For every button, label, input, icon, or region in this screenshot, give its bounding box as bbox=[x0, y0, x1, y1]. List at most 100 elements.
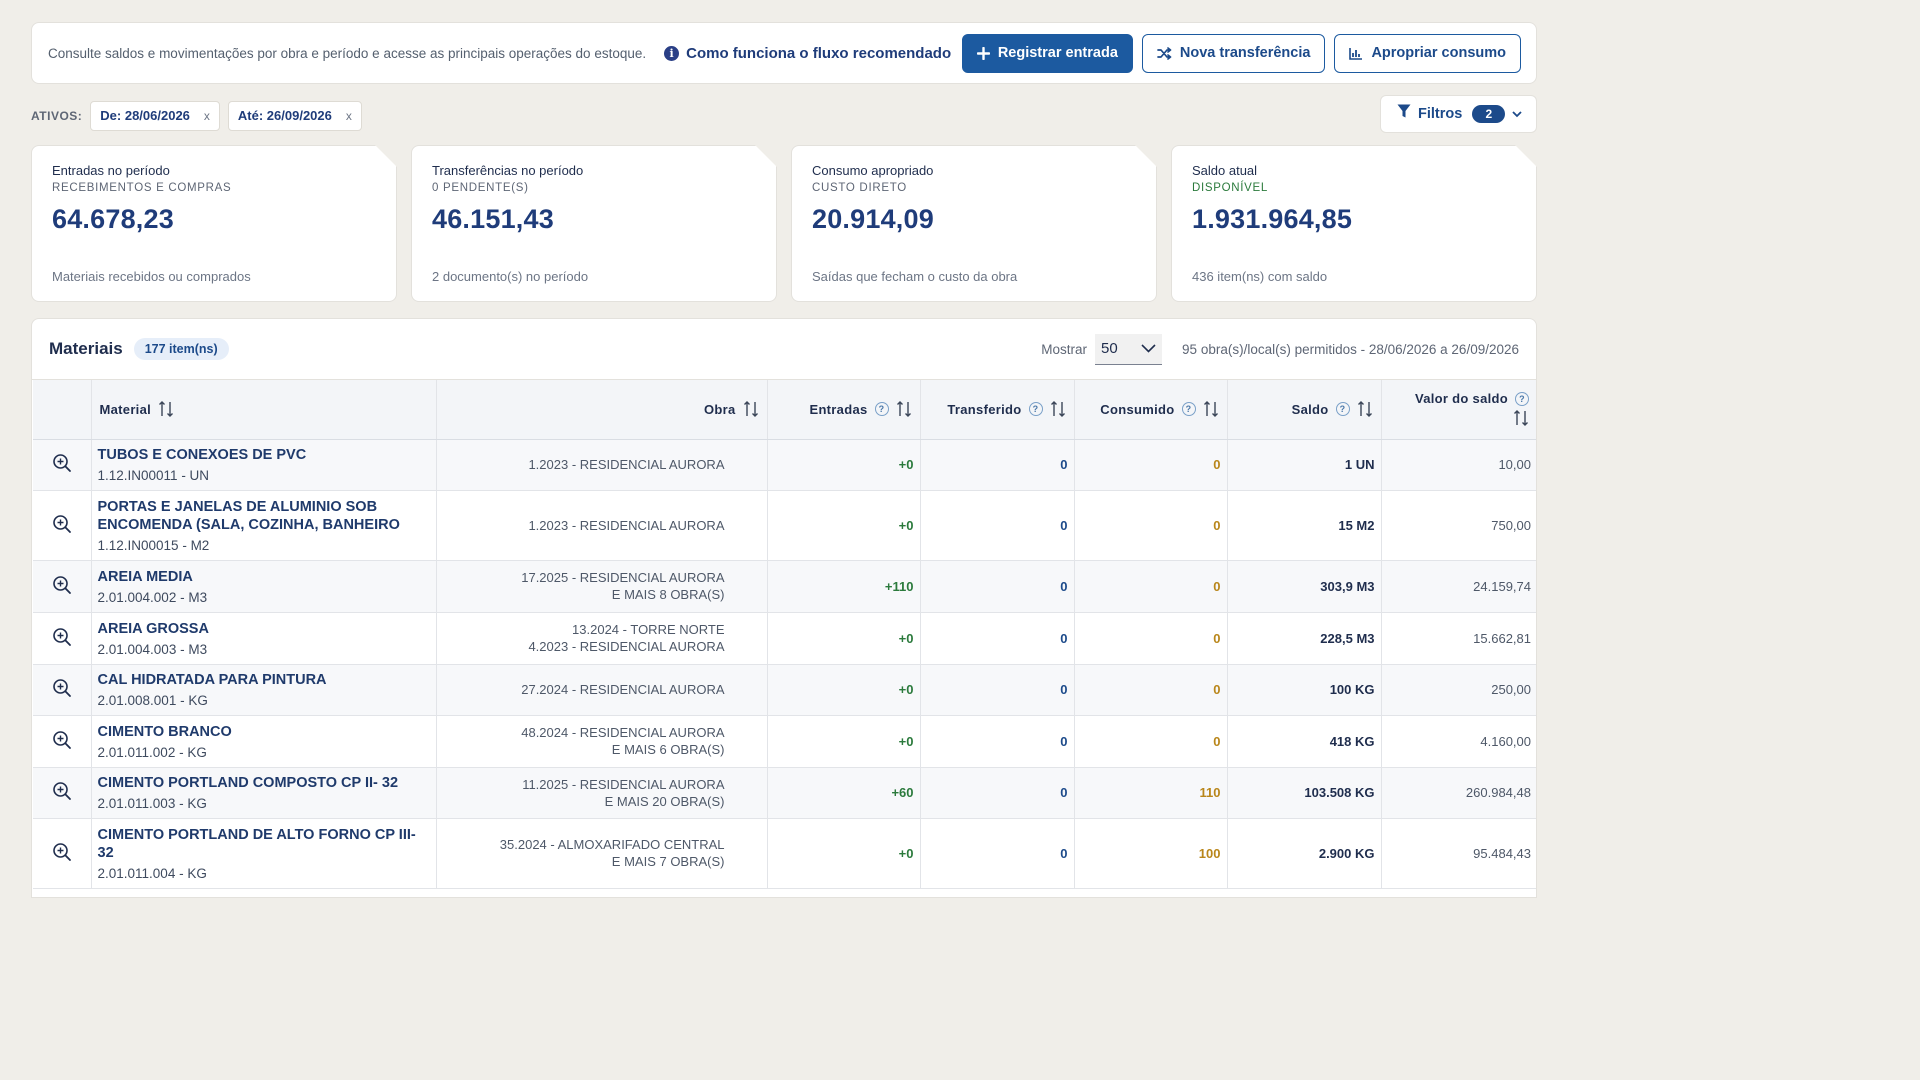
filter-chip-from[interactable]: De: 28/06/2026 x bbox=[90, 100, 220, 131]
table-row[interactable]: CIMENTO BRANCO 2.01.011.002 - KG 48.2024… bbox=[33, 715, 1536, 768]
card-transfers: Transferências no período 0 PENDENTE(S) … bbox=[411, 145, 777, 302]
material-name[interactable]: CIMENTO PORTLAND COMPOSTO CP II- 32 bbox=[97, 775, 399, 791]
obra-secondary: E MAIS 8 OBRA(S) bbox=[611, 587, 725, 602]
filters-button[interactable]: Filtros 2 bbox=[1380, 95, 1537, 133]
howto-link[interactable]: i Como funciona o fluxo recomendado bbox=[664, 45, 951, 62]
consumido-cell: 0 bbox=[1074, 664, 1228, 716]
materials-header: Materiais 177 item(ns) Mostrar 50 95 obr… bbox=[32, 319, 1536, 380]
zoom-in-icon[interactable] bbox=[52, 730, 72, 753]
table-row[interactable]: AREIA GROSSA 2.01.004.003 - M3 13.2024 -… bbox=[33, 612, 1536, 665]
permitted-sites-text: 95 obra(s)/local(s) permitidos - 28/06/2… bbox=[1182, 341, 1519, 357]
column-header-valor[interactable]: Valor do saldo? bbox=[1381, 380, 1536, 440]
table-row[interactable]: AREIA MEDIA 2.01.004.002 - M3 17.2025 - … bbox=[33, 560, 1536, 613]
obra-cell: 35.2024 - ALMOXARIFADO CENTRAL E MAIS 7 … bbox=[436, 818, 768, 889]
card-balance-footer: 436 item(ns) com saldo bbox=[1192, 269, 1328, 284]
shuffle-icon bbox=[1157, 46, 1172, 60]
material-name[interactable]: AREIA MEDIA bbox=[97, 568, 193, 585]
zoom-in-icon[interactable] bbox=[52, 627, 72, 650]
zoom-in-icon[interactable] bbox=[52, 514, 72, 537]
consumido-cell: 0 bbox=[1074, 715, 1228, 768]
entradas-cell: +0 bbox=[767, 818, 921, 889]
material-name[interactable]: CAL HIDRATADA PARA PINTURA bbox=[97, 672, 327, 688]
sort-icon[interactable] bbox=[1203, 400, 1219, 418]
valor-saldo-cell: 250,00 bbox=[1381, 664, 1536, 716]
sort-icon[interactable] bbox=[158, 400, 174, 418]
column-obra-label: Obra bbox=[703, 401, 736, 417]
active-filters: ATIVOS: De: 28/06/2026 x Até: 26/09/2026… bbox=[31, 95, 1537, 133]
sort-icon[interactable] bbox=[1050, 400, 1066, 418]
apportion-consumption-button[interactable]: Apropriar consumo bbox=[1334, 33, 1521, 73]
obra-cell: 11.2025 - RESIDENCIAL AURORA E MAIS 20 O… bbox=[436, 767, 768, 819]
help-icon[interactable]: ? bbox=[874, 402, 889, 417]
help-icon[interactable]: ? bbox=[1028, 402, 1043, 417]
obra-cell: 27.2024 - RESIDENCIAL AURORA bbox=[436, 664, 768, 716]
saldo-cell: 303,9 M3 bbox=[1227, 560, 1382, 613]
zoom-in-icon[interactable] bbox=[52, 782, 72, 804]
consumido-cell: 100 bbox=[1074, 818, 1228, 889]
card-entries-title: Entradas no período bbox=[52, 163, 170, 178]
transferido-cell: 0 bbox=[920, 664, 1075, 716]
new-transfer-button[interactable]: Nova transferência bbox=[1141, 33, 1326, 73]
entradas-cell: +110 bbox=[767, 560, 921, 613]
filter-chip-to[interactable]: Até: 26/09/2026 x bbox=[227, 100, 362, 131]
material-name[interactable]: CIMENTO BRANCO bbox=[97, 723, 232, 740]
column-header-consumido[interactable]: Consumido? bbox=[1074, 380, 1228, 440]
material-code: 2.01.011.002 - KG bbox=[97, 744, 207, 760]
card-balance-subtitle: DISPONÍVEL bbox=[1192, 182, 1269, 194]
entradas-cell: +0 bbox=[767, 612, 921, 665]
register-entry-button[interactable]: Registrar entrada bbox=[961, 33, 1133, 73]
zoom-in-icon[interactable] bbox=[52, 454, 72, 476]
card-entries-subtitle: RECEBIMENTOS E COMPRAS bbox=[52, 182, 232, 194]
sort-icon[interactable] bbox=[743, 400, 759, 418]
transferido-cell: 0 bbox=[920, 767, 1075, 819]
card-transfers-footer: 2 documento(s) no período bbox=[432, 269, 589, 284]
help-icon[interactable]: ? bbox=[1335, 402, 1350, 417]
zoom-in-icon[interactable] bbox=[52, 679, 72, 701]
column-transferido-label: Transferido bbox=[947, 401, 1022, 417]
entradas-cell: +0 bbox=[767, 664, 921, 716]
material-name[interactable]: PORTAS E JANELAS DE ALUMINIO SOB ENCOMEN… bbox=[97, 498, 400, 533]
apportion-consumption-label: Apropriar consumo bbox=[1371, 45, 1506, 61]
material-name[interactable]: AREIA GROSSA bbox=[97, 620, 209, 637]
sort-icon[interactable] bbox=[896, 400, 912, 418]
obra-primary: 13.2024 - TORRE NORTE bbox=[572, 622, 725, 637]
help-icon[interactable]: ? bbox=[1181, 402, 1196, 417]
material-name[interactable]: CIMENTO PORTLAND DE ALTO FORNO CP III-32 bbox=[97, 826, 416, 861]
table-row[interactable]: TUBOS E CONEXOES DE PVC 1.12.IN00011 - U… bbox=[33, 439, 1536, 491]
sort-icon[interactable] bbox=[1513, 409, 1529, 427]
page-size-select[interactable]: 50 bbox=[1095, 333, 1163, 365]
row-details-cell bbox=[33, 767, 92, 819]
table-row[interactable]: CIMENTO PORTLAND COMPOSTO CP II- 32 2.01… bbox=[33, 767, 1536, 819]
sort-icon[interactable] bbox=[1357, 400, 1373, 418]
material-code: 2.01.004.002 - M3 bbox=[97, 589, 208, 605]
help-icon[interactable]: ? bbox=[1515, 391, 1529, 406]
material-code: 2.01.004.003 - M3 bbox=[97, 641, 208, 657]
card-consumption-value: 20.914,09 bbox=[812, 204, 934, 234]
zoom-in-icon[interactable] bbox=[52, 842, 72, 865]
consumido-cell: 0 bbox=[1074, 439, 1228, 491]
zoom-in-icon[interactable] bbox=[52, 575, 72, 598]
consumido-cell: 110 bbox=[1074, 767, 1228, 819]
obra-primary: 17.2025 - RESIDENCIAL AURORA bbox=[521, 570, 725, 585]
column-header-entradas[interactable]: Entradas? bbox=[767, 380, 921, 440]
column-header-obra[interactable]: Obra bbox=[436, 380, 768, 440]
material-cell: PORTAS E JANELAS DE ALUMINIO SOB ENCOMEN… bbox=[91, 490, 437, 561]
column-consumido-label: Consumido bbox=[1100, 401, 1175, 417]
card-balance-value: 1.931.964,85 bbox=[1192, 204, 1353, 234]
table-row[interactable]: CIMENTO PORTLAND DE ALTO FORNO CP III-32… bbox=[33, 818, 1536, 889]
column-header-material[interactable]: Material bbox=[91, 380, 437, 440]
consumido-cell: 0 bbox=[1074, 612, 1228, 665]
row-details-cell bbox=[33, 664, 92, 716]
column-header-saldo[interactable]: Saldo? bbox=[1227, 380, 1382, 440]
obra-primary: 1.2023 - RESIDENCIAL AURORA bbox=[528, 517, 725, 533]
remove-filter-to-icon[interactable]: x bbox=[345, 108, 352, 123]
saldo-cell: 418 KG bbox=[1227, 715, 1382, 768]
remove-filter-from-icon[interactable]: x bbox=[203, 108, 210, 123]
column-header-transferido[interactable]: Transferido? bbox=[920, 380, 1075, 440]
card-consumption: Consumo apropriado CUSTO DIRETO 20.914,0… bbox=[791, 145, 1157, 302]
table-row[interactable]: CAL HIDRATADA PARA PINTURA 2.01.008.001 … bbox=[33, 664, 1536, 716]
entradas-cell: +0 bbox=[767, 715, 921, 768]
row-details-cell bbox=[33, 490, 92, 561]
material-name[interactable]: TUBOS E CONEXOES DE PVC bbox=[97, 447, 307, 463]
table-row[interactable]: PORTAS E JANELAS DE ALUMINIO SOB ENCOMEN… bbox=[33, 490, 1536, 561]
